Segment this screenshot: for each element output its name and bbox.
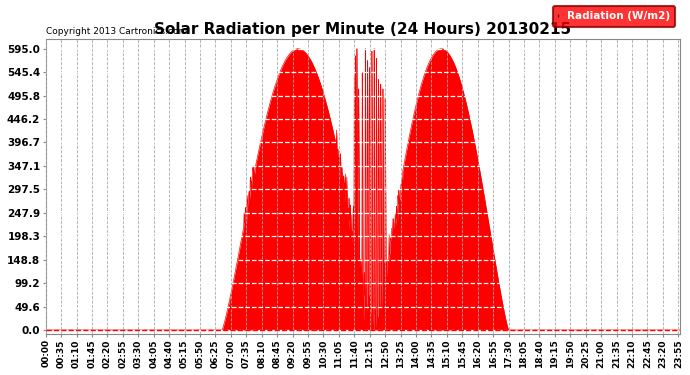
Title: Solar Radiation per Minute (24 Hours) 20130215: Solar Radiation per Minute (24 Hours) 20… <box>155 22 571 37</box>
Legend: Radiation (W/m2): Radiation (W/m2) <box>553 6 675 27</box>
Text: Copyright 2013 Cartronics.com: Copyright 2013 Cartronics.com <box>46 27 188 36</box>
